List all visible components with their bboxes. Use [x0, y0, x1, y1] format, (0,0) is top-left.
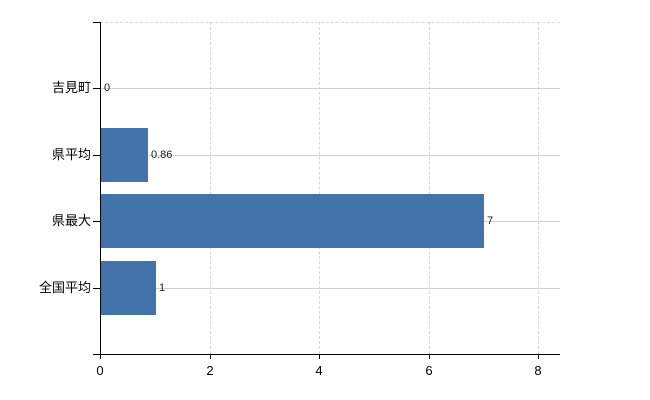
vertical-gridline	[319, 22, 320, 354]
x-axis-tick	[319, 354, 320, 359]
y-axis-top-tick	[93, 22, 100, 23]
vertical-gridline	[538, 22, 539, 354]
x-axis-tick	[210, 354, 211, 359]
x-axis-tick	[538, 354, 539, 359]
bar-value-label: 0	[104, 82, 111, 94]
x-axis-tick-label: 6	[425, 363, 433, 378]
horizontal-gridline	[100, 155, 560, 156]
x-axis-tick-label: 2	[206, 363, 214, 378]
horizontal-gridline	[100, 288, 560, 289]
x-axis-tick-label: 4	[315, 363, 323, 378]
y-axis-tick	[93, 88, 100, 89]
x-axis-tick-label: 8	[534, 363, 542, 378]
vertical-gridline	[210, 22, 211, 354]
vertical-gridline	[429, 22, 430, 354]
bar	[101, 194, 484, 248]
y-axis-line	[100, 22, 101, 359]
bar	[101, 128, 148, 182]
x-axis-line	[93, 354, 560, 355]
category-label: 県平均	[51, 147, 91, 162]
category-label: 全国平均	[38, 280, 91, 295]
bar	[101, 261, 156, 315]
x-axis-tick-label: 0	[96, 363, 104, 378]
y-axis-tick	[93, 288, 100, 289]
plot-top-border	[100, 22, 560, 23]
category-label: 県最大	[51, 213, 91, 228]
bar-value-label: 1	[159, 282, 166, 294]
bar-value-label: 7	[487, 215, 494, 227]
y-axis-tick	[93, 155, 100, 156]
bar-value-label: 0.86	[151, 149, 173, 161]
x-axis-tick	[429, 354, 430, 359]
y-axis-tick	[93, 221, 100, 222]
horizontal-gridline	[100, 88, 560, 89]
category-label: 吉見町	[51, 80, 91, 95]
